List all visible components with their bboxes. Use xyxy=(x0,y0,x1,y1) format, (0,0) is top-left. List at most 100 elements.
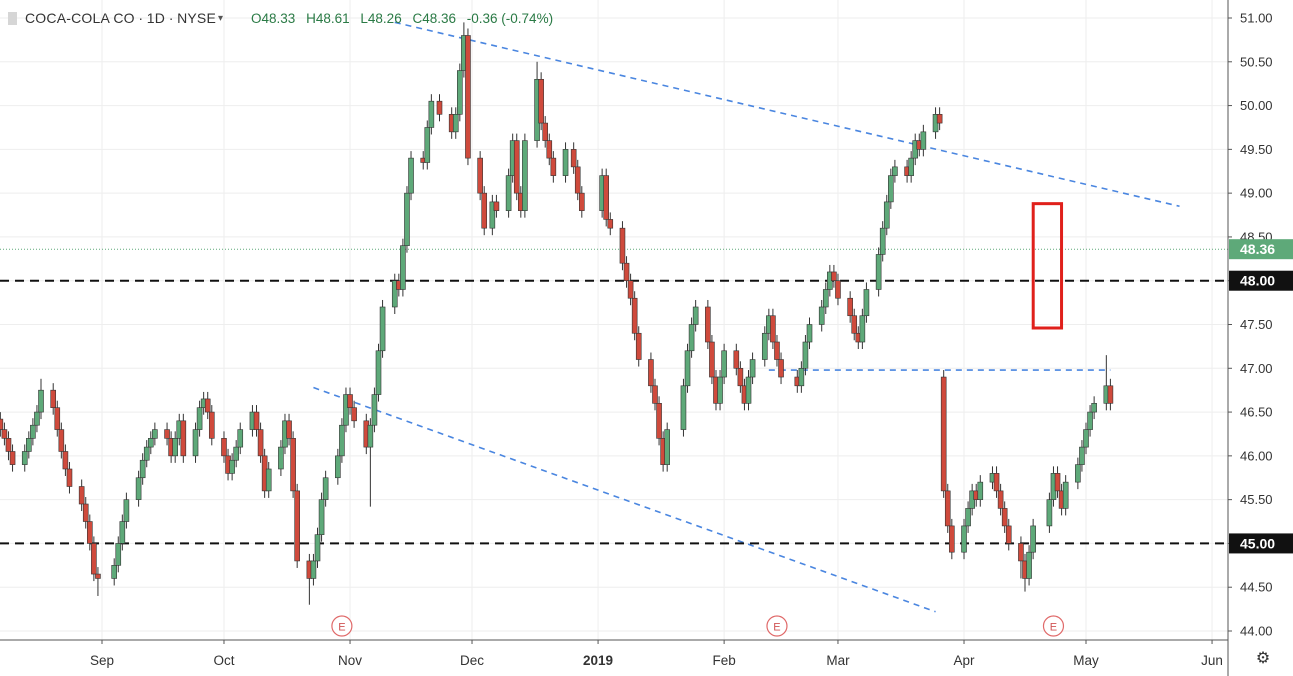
level-price-label: 45.00 xyxy=(1240,535,1275,551)
candle-body xyxy=(428,100,435,128)
candle-body xyxy=(489,201,496,229)
candle-body xyxy=(404,192,410,246)
x-tick-label: Nov xyxy=(338,653,362,668)
candle-body xyxy=(1018,543,1024,562)
earnings-marker-label: E xyxy=(1050,622,1057,634)
candle-body xyxy=(351,407,357,422)
candle-body xyxy=(139,459,146,479)
candle-body xyxy=(481,192,488,229)
earnings-marker xyxy=(766,615,788,637)
drag-handle-icon[interactable] xyxy=(8,11,17,25)
candle-body xyxy=(1075,464,1081,483)
chevron-down-icon[interactable]: ▾ xyxy=(218,12,224,24)
candle-body xyxy=(408,157,414,194)
candle-body xyxy=(50,389,57,408)
y-tick-label: 50.00 xyxy=(1240,98,1273,113)
x-tick-label: Mar xyxy=(826,653,850,668)
candle-body xyxy=(908,157,914,176)
candle-body xyxy=(1046,499,1053,527)
candle-body xyxy=(705,306,711,343)
candle-body xyxy=(818,306,825,325)
candle-body xyxy=(314,534,321,562)
candle-body xyxy=(286,420,292,439)
trendline xyxy=(394,21,1180,208)
candle-body xyxy=(993,473,1000,492)
candle-body xyxy=(229,459,235,474)
last-price-label: 48.36 xyxy=(1240,241,1275,257)
candle-body xyxy=(62,451,69,470)
candle-body xyxy=(452,114,459,133)
candle-body xyxy=(997,490,1004,509)
candle-body xyxy=(1107,385,1114,404)
y-tick-label: 47.50 xyxy=(1240,317,1273,332)
candle-body xyxy=(538,79,544,124)
candle-body xyxy=(347,394,353,408)
candle-body xyxy=(522,140,528,211)
y-tick-label: 47.00 xyxy=(1240,361,1273,376)
x-tick-label: Dec xyxy=(460,653,484,668)
interval-label[interactable]: 1D xyxy=(146,10,166,26)
candle-body xyxy=(111,565,117,579)
candle-body xyxy=(831,271,837,282)
candle-body xyxy=(66,468,73,487)
time-axis: Sep Oct Nov Dec 2019 Feb Mar Apr May Jun xyxy=(0,639,1228,668)
candle-body xyxy=(147,438,154,448)
candle-body xyxy=(371,394,378,426)
y-tick-label: 46.00 xyxy=(1240,448,1273,463)
candle-body xyxy=(977,481,984,500)
candle-body xyxy=(0,418,4,430)
candle-body xyxy=(965,508,971,527)
low-value: L48.26 xyxy=(360,10,402,26)
exchange-label[interactable]: NYSE xyxy=(177,10,216,26)
level-price-tag xyxy=(1229,270,1293,291)
candle-body xyxy=(5,438,12,452)
trendline xyxy=(313,386,936,613)
candle-body xyxy=(603,175,609,220)
candle-body xyxy=(58,429,65,452)
open-value: O48.33 xyxy=(251,10,296,26)
x-tick-label: Jun xyxy=(1201,653,1223,668)
candle-body xyxy=(400,245,406,290)
candle-body xyxy=(30,424,36,439)
candle-body xyxy=(851,315,858,334)
candle-body xyxy=(835,280,841,299)
gear-icon[interactable]: ⚙ xyxy=(1255,650,1271,667)
candle-body xyxy=(9,451,16,465)
candle-body xyxy=(798,367,805,387)
candle-body xyxy=(152,429,158,439)
candle-body xyxy=(749,359,756,378)
candle-body xyxy=(635,332,642,360)
candle-body xyxy=(310,560,317,579)
candle-body xyxy=(34,411,40,426)
candle-body xyxy=(318,499,325,535)
candle-body xyxy=(208,411,215,439)
candle-body xyxy=(391,280,398,308)
candle-body xyxy=(457,70,463,115)
trendlines xyxy=(313,21,1180,613)
candle-body xyxy=(192,429,199,457)
candle-body xyxy=(1083,429,1089,448)
highlight-box xyxy=(1031,202,1064,330)
earnings-marker-label: E xyxy=(773,622,780,634)
candle-body xyxy=(204,398,211,413)
candle-body xyxy=(619,227,626,264)
symbol-name[interactable]: COCA-COLA CO xyxy=(25,10,135,26)
candle-body xyxy=(847,297,853,317)
candle-body xyxy=(822,289,829,308)
candle-body xyxy=(237,429,244,448)
ohlc-values: O48.33 H48.61 L48.26 C48.36 -0.36 (-0.74… xyxy=(251,11,560,26)
candle-body xyxy=(570,149,577,168)
price-axis: 51.0050.5050.0049.5049.0048.5048.0047.50… xyxy=(1227,0,1293,676)
candle-body xyxy=(1030,525,1036,553)
high-value: H48.61 xyxy=(306,10,350,26)
candle-body xyxy=(465,35,471,159)
candle-body xyxy=(505,175,512,211)
candle-body xyxy=(493,201,500,211)
candle-body xyxy=(888,175,894,203)
candle-body xyxy=(579,192,585,211)
candle-body xyxy=(737,367,744,387)
candle-body xyxy=(1087,411,1093,430)
candle-body xyxy=(940,376,947,492)
